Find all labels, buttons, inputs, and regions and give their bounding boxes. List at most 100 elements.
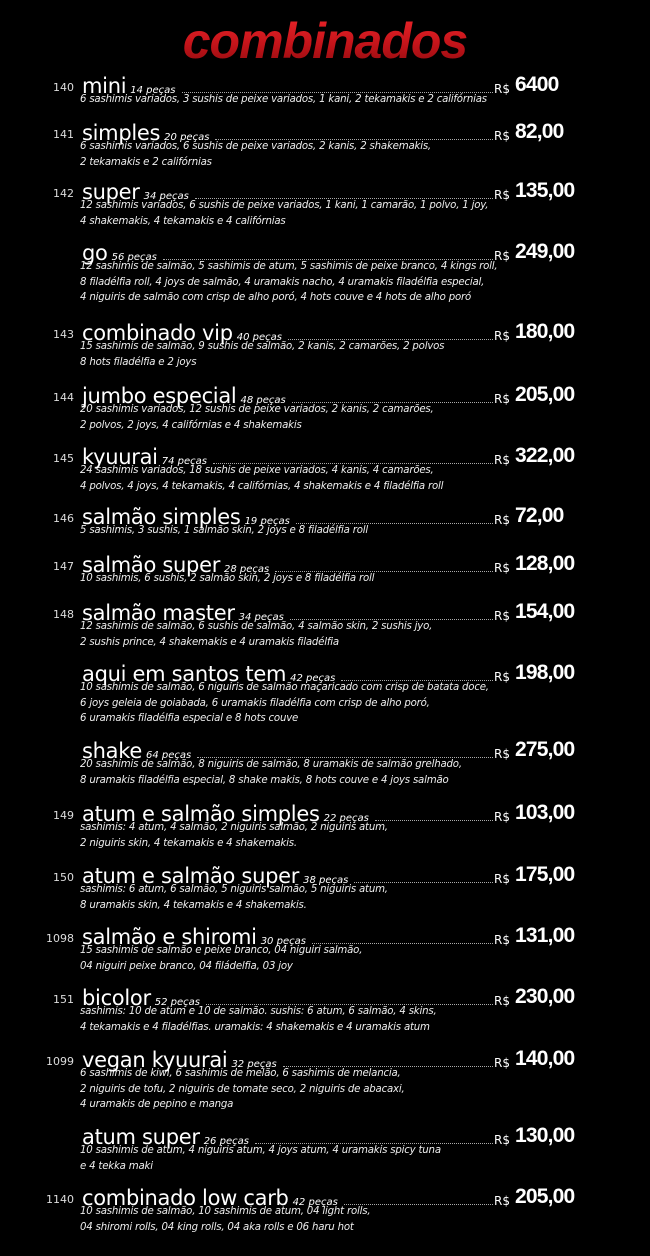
item-description: 15 sashimis de salmão e peixe branco, 04… bbox=[80, 943, 650, 974]
item-description: 20 sashimis variados, 12 sushis de peixe… bbox=[80, 402, 650, 433]
item-price: 275,00 bbox=[515, 738, 575, 761]
currency-label: R$ bbox=[494, 994, 510, 1008]
item-name: super bbox=[82, 180, 140, 204]
currency-label: R$ bbox=[494, 747, 510, 761]
item-name: jumbo especial bbox=[82, 384, 237, 408]
menu-item: 143 combinado vip 40 peças R$ 180,00 15 sashi… bbox=[0, 319, 650, 370]
dot-leader bbox=[212, 463, 494, 464]
item-title-line: salmão e shiromi 30 peças R$ bbox=[82, 923, 510, 951]
item-title-line: combinado vip 40 peças R$ bbox=[82, 319, 510, 347]
item-title-line: shake 64 peças R$ bbox=[82, 737, 510, 765]
item-description: 15 sashimis de salmão, 9 sushis de salmã… bbox=[80, 339, 650, 370]
item-title-line: vegan kyuurai 32 peças R$ bbox=[82, 1046, 510, 1074]
description-line: 6 uramakis filadélfia especial e 8 hots … bbox=[80, 713, 299, 724]
menu-item: shake 64 peças R$ 275,00 20 sashimis de salm… bbox=[0, 737, 650, 788]
menu-item: 1099 vegan kyuurai 32 peças R$ 140,00 6 sashi… bbox=[0, 1046, 650, 1113]
description-line: 8 uramakis skin, 4 tekamakis e 4 shakema… bbox=[80, 899, 307, 911]
item-pieces: 32 peças bbox=[231, 1059, 277, 1070]
menu-item-header: atum super 26 peças R$ 130,00 bbox=[0, 1123, 650, 1151]
item-name: vegan kyuurai bbox=[82, 1048, 228, 1072]
item-number: 144 bbox=[53, 391, 74, 404]
currency-label: R$ bbox=[494, 392, 510, 406]
item-description: sashimis: 10 de atum e 10 de salmão. sus… bbox=[80, 1004, 650, 1035]
page-title: combinados bbox=[0, 12, 650, 70]
description-line: 2 niguiris de tofu, 2 niguiris de tomate… bbox=[80, 1083, 405, 1095]
menu-item-header: 145 kyuurai 74 peças R$ 322,00 bbox=[0, 443, 650, 471]
item-description: 12 sashimis de salmão, 6 sushis de salmã… bbox=[80, 619, 650, 650]
menu-item: go 56 peças R$ 249,00 12 sashimis de salmão,… bbox=[0, 239, 650, 306]
item-price: 130,00 bbox=[515, 1124, 575, 1147]
item-price: 131,00 bbox=[515, 924, 575, 947]
description-line: 12 sashimis de salmão, 5 sashimis de atu… bbox=[80, 261, 498, 272]
item-description: 12 sashimis variados, 6 sushis de peixe … bbox=[80, 198, 650, 229]
item-pieces: 30 peças bbox=[260, 936, 306, 947]
menu-item: 144 jumbo especial 48 peças R$ 205,00 20 sash… bbox=[0, 382, 650, 433]
item-description: 6 sashimis variados, 6 sushis de peixe v… bbox=[80, 139, 650, 170]
menu-item: 142 super 34 peças R$ 135,00 12 sashimis vari… bbox=[0, 178, 650, 229]
item-number: 151 bbox=[53, 993, 74, 1006]
item-name: simples bbox=[82, 121, 161, 145]
item-pieces: 20 peças bbox=[164, 132, 210, 143]
item-price: 205,00 bbox=[515, 1185, 575, 1208]
menu-item: 151 bicolor 52 peças R$ 230,00 sashimis: 10 d… bbox=[0, 984, 650, 1035]
menu-item-header: 143 combinado vip 40 peças R$ 180,00 bbox=[0, 319, 650, 347]
currency-label: R$ bbox=[494, 670, 510, 684]
menu-item: 147 salmão super 28 peças R$ 128,00 10 sashim… bbox=[0, 551, 650, 587]
menu-item-header: aqui em santos tem 42 peças R$ 198,00 bbox=[0, 660, 650, 688]
dot-leader bbox=[162, 259, 494, 260]
menu-item: 1140 combinado low carb 42 peças R$ 205,00 10… bbox=[0, 1184, 650, 1235]
description-line: 5 sashimis, 3 sushis, 1 salmão skin, 2 j… bbox=[80, 525, 368, 536]
item-title-line: atum e salmão simples 22 peças R$ bbox=[82, 800, 510, 828]
description-line: 15 sashimis de salmão e peixe branco, 04… bbox=[80, 945, 363, 956]
item-pieces: 22 peças bbox=[323, 813, 369, 824]
item-pieces: 52 peças bbox=[154, 997, 201, 1008]
item-title-line: mini 14 peças R$ bbox=[82, 72, 510, 100]
currency-label: R$ bbox=[494, 933, 510, 947]
item-name: aqui em santos tem bbox=[82, 662, 287, 686]
dot-leader bbox=[206, 1004, 494, 1005]
item-number: 147 bbox=[53, 560, 74, 573]
menu-item-header: 147 salmão super 28 peças R$ 128,00 bbox=[0, 551, 650, 579]
description-line: 15 sashimis de salmão, 9 sushis de salmã… bbox=[80, 341, 445, 352]
dot-leader bbox=[341, 680, 494, 681]
menu-item-header: 151 bicolor 52 peças R$ 230,00 bbox=[0, 984, 650, 1012]
description-line: 04 niguiri peixe branco, 04 filádelfia, … bbox=[80, 960, 293, 972]
description-line: 2 polvos, 2 joys, 4 califórnias e 4 shak… bbox=[80, 419, 302, 431]
dot-leader bbox=[215, 139, 494, 140]
item-name: bicolor bbox=[82, 986, 151, 1010]
item-title-line: atum e salmão super 38 peças R$ bbox=[82, 862, 510, 890]
currency-label: R$ bbox=[494, 249, 510, 263]
item-description: 24 sashimis variados, 18 sushis de peixe… bbox=[80, 463, 650, 494]
item-number: 1098 bbox=[46, 932, 74, 945]
dot-leader bbox=[197, 757, 494, 758]
description-line: 4 polvos, 4 joys, 4 tekamakis, 4 califór… bbox=[80, 480, 444, 492]
description-line: 6 joys geleia de goiabada, 6 uramakis fi… bbox=[80, 697, 430, 709]
description-line: 2 sushis prince, 4 shakemakis e 4 uramak… bbox=[80, 636, 339, 648]
item-pieces: 42 peças bbox=[290, 673, 336, 684]
description-line: 4 shakemakis, 4 tekamakis e 4 califórnia… bbox=[80, 215, 286, 227]
item-description: 10 sashimis, 6 sushis, 2 salmão skin, 2 … bbox=[80, 571, 650, 587]
description-line: 8 hots filadélfia e 2 joys bbox=[80, 356, 197, 368]
item-title-line: salmão super 28 peças R$ bbox=[82, 551, 510, 579]
dot-leader bbox=[282, 1066, 494, 1067]
item-price: 140,00 bbox=[515, 1047, 575, 1070]
description-line: e 4 tekka maki bbox=[80, 1160, 153, 1172]
description-line: 10 sashimis de atum, 4 niguiris atum, 4 … bbox=[80, 1145, 441, 1156]
item-name: salmão e shiromi bbox=[82, 925, 257, 949]
description-line: 6 sashimis de kiwi, 6 sashimis de melão,… bbox=[80, 1068, 401, 1079]
item-price: 198,00 bbox=[515, 661, 575, 684]
description-line: 4 uramakis de pepino e manga bbox=[80, 1099, 234, 1110]
item-name: atum e salmão super bbox=[82, 864, 300, 888]
menu-item: aqui em santos tem 42 peças R$ 198,00 10 sas… bbox=[0, 660, 650, 727]
item-title-line: super 34 peças R$ bbox=[82, 178, 510, 206]
menu-item: 150 atum e salmão super 38 peças R$ 175,00 sa… bbox=[0, 862, 650, 913]
dot-leader bbox=[374, 820, 494, 821]
item-price: 230,00 bbox=[515, 985, 575, 1008]
item-price: 180,00 bbox=[515, 320, 575, 343]
item-price: 135,00 bbox=[515, 179, 575, 202]
currency-label: R$ bbox=[494, 188, 510, 202]
item-pieces: 74 peças bbox=[161, 456, 207, 467]
description-line: 04 shiromi rolls, 04 king rolls, 04 aka … bbox=[80, 1221, 354, 1233]
currency-label: R$ bbox=[494, 1056, 510, 1070]
description-line: 10 sashimis, 6 sushis, 2 salmão skin, 2 … bbox=[80, 573, 375, 584]
